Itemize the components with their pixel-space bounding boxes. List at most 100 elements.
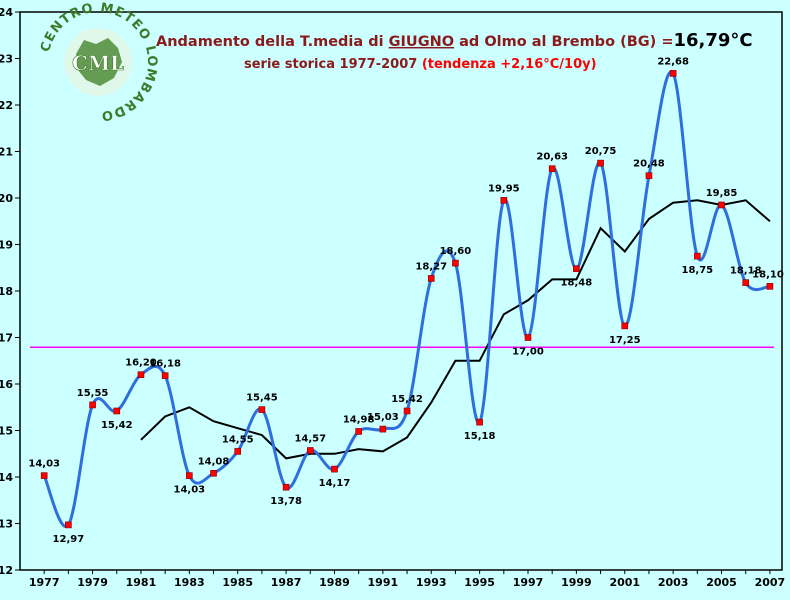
data-point-marker [718,201,725,209]
y-tick-label: 24 [0,6,13,19]
data-point-marker [379,425,387,433]
data-label: 18,75 [682,265,714,276]
y-tick-label: 19 [0,239,13,252]
data-point-marker [694,252,701,260]
x-tick-label: 1979 [77,576,108,589]
data-point-marker [766,283,774,290]
y-tick-label: 18 [0,285,13,298]
data-label: 14,03 [28,459,60,470]
data-label: 18,18 [730,266,762,277]
lombardy-map-icon [76,38,122,86]
y-tick-label: 16 [0,378,13,391]
data-label: 18,48 [561,278,593,289]
data-point-marker [186,472,193,479]
x-tick-label: 2001 [609,576,640,589]
data-label: 20,75 [585,146,617,157]
data-point-marker [452,259,459,267]
data-point-marker [524,334,532,341]
chart-title: Andamento della T.media di GIUGNO ad Olm… [156,30,753,51]
y-tick-label: 13 [0,518,13,531]
x-tick-label: 1987 [271,576,302,589]
y-tick-label: 20 [0,192,13,205]
y-tick-label: 17 [0,332,13,345]
data-label: 16,18 [149,359,181,370]
x-tick-label: 1997 [513,576,544,589]
data-label: 15,45 [246,393,278,404]
x-tick-label: 1983 [174,576,205,589]
data-point-marker [65,521,72,529]
data-point-marker [476,418,483,426]
x-tick-label: 1977 [29,576,60,589]
x-tick-label: 2003 [658,576,689,589]
data-label: 20,48 [633,159,665,170]
temperature-series-line [42,70,771,529]
data-label: 18,60 [440,246,472,257]
data-point-marker [306,447,314,454]
subtitle-prefix: serie storica 1977-2007 [244,57,422,72]
data-point-marker [89,401,96,409]
y-tick-label: 14 [0,471,13,484]
data-point-marker [548,165,556,173]
data-label: 19,85 [706,188,738,199]
x-tick-label: 1985 [222,576,253,589]
x-tick-label: 1993 [416,576,447,589]
data-label: 15,18 [464,431,496,442]
data-point-marker [573,265,580,272]
data-point-marker [621,322,629,330]
x-tick-label: 2007 [755,576,786,589]
data-label: 14,08 [198,456,230,467]
y-tick-label: 22 [0,99,13,112]
y-tick-label: 15 [0,425,13,438]
data-label: 20,63 [536,152,568,163]
title-suffix: ad Olmo al Brembo (BG) = [454,34,673,50]
data-label: 14,57 [294,433,326,444]
title-value: 16,79°C [673,30,752,51]
title-prefix: Andamento della T.media di [156,34,389,50]
y-tick-label: 21 [0,146,13,159]
data-label: 22,68 [657,56,689,67]
data-label: 14,17 [319,478,351,489]
x-tick-label: 1989 [319,576,350,589]
x-tick-label: 1991 [368,576,399,589]
data-label: 14,03 [174,485,206,496]
data-label: 15,03 [367,412,399,423]
data-point-marker [210,469,217,477]
data-label: 15,55 [77,388,109,399]
data-label: 14,55 [222,434,254,445]
data-label: 17,25 [609,335,641,346]
data-point-marker [597,159,604,167]
data-label: 18,27 [415,261,447,272]
data-label: 15,42 [101,420,133,431]
x-tick-label: 1999 [561,576,592,589]
data-point-marker [331,465,338,473]
data-label: 17,00 [512,347,544,358]
data-point-marker [40,472,48,479]
x-tick-label: 1981 [126,576,157,589]
data-point-marker [282,483,290,491]
data-point-marker [645,172,653,179]
data-point-marker [137,371,145,379]
data-label: 19,95 [488,183,520,194]
data-label: 16,20 [125,358,157,369]
subtitle-trend: (tendenza +2,16°C/10y) [422,57,597,72]
logo-abbr: CML [72,51,124,75]
chart-subtitle: serie storica 1977-2007 (tendenza +2,16°… [244,57,597,72]
data-point-marker [403,407,411,415]
x-tick-label: 1995 [464,576,495,589]
data-point-marker [161,372,169,379]
data-label: 14,98 [343,414,375,425]
y-tick-label: 12 [0,564,13,577]
data-label: 13,78 [270,496,302,507]
y-tick-label: 23 [0,53,13,66]
data-point-marker [742,279,750,286]
data-point-marker [669,70,677,77]
data-label: 18,10 [752,269,784,280]
x-tick-label: 2005 [706,576,737,589]
data-point-marker [258,406,266,413]
data-point-marker [355,428,362,435]
data-point-marker [113,407,121,415]
data-label: 15,42 [391,394,423,405]
data-label: 12,97 [53,534,85,545]
